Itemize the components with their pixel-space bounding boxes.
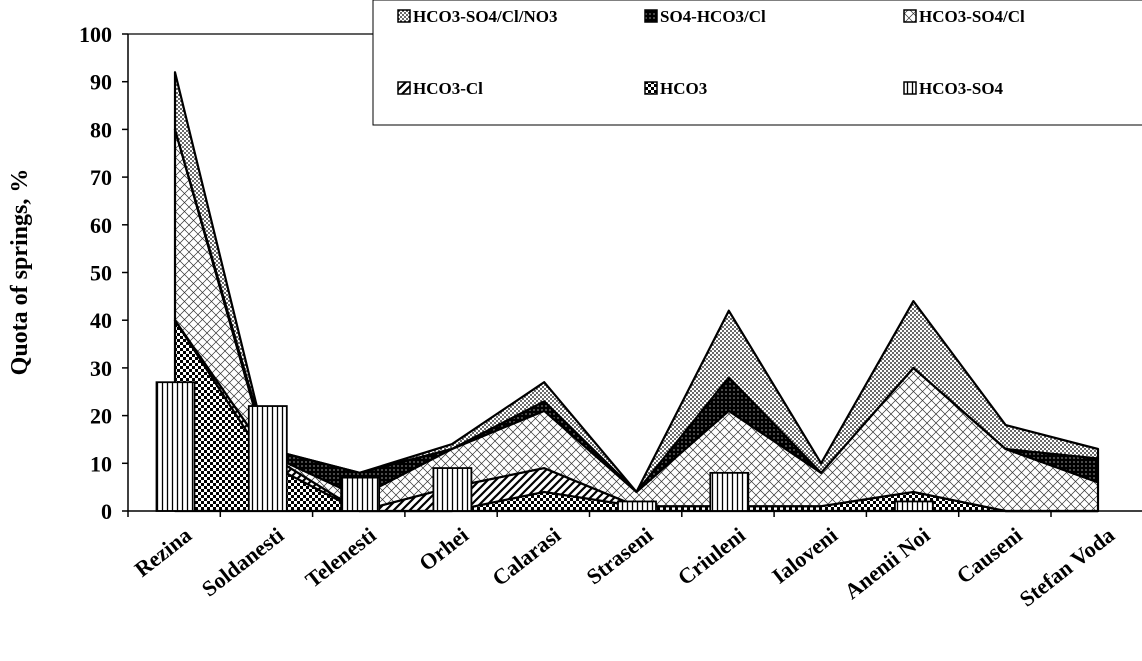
x-tick-label-criuleni: Criuleni xyxy=(673,522,750,590)
x-tick-label-anenii-noi: Anenii Noi xyxy=(840,522,935,604)
legend-label-hco3-so4: HCO3-SO4 xyxy=(919,79,1004,98)
x-tick-label-stefan-voda: Stefan Voda xyxy=(1015,522,1120,611)
bar-hco3-so4-rezina xyxy=(155,381,196,512)
bar-hco3-so4-telenesti xyxy=(340,476,381,512)
legend-label-so4-hco3-cl: SO4-HCO3/Cl xyxy=(660,7,766,26)
area-hco3-so4-cl xyxy=(173,128,1100,513)
bar-hco3-so4-criuleni xyxy=(709,471,750,512)
legend-swatch-hco3-so4-cl xyxy=(903,9,917,23)
legend-label-hco3-so4-cl-no3: HCO3-SO4/Cl/NO3 xyxy=(413,7,558,26)
y-tick-label: 80 xyxy=(90,117,112,142)
x-tick-label-straseni: Straseni xyxy=(582,522,658,589)
y-axis-label: Quota of springs, % xyxy=(7,169,33,376)
legend-box xyxy=(372,0,1142,126)
bar-hco3-so4-anenii-noi xyxy=(894,500,934,512)
y-tick-label: 70 xyxy=(90,165,112,190)
y-tick-label: 10 xyxy=(90,451,112,476)
legend: HCO3-SO4/Cl/NO3 SO4-HCO3/Cl HCO3-SO4/Cl HCO… xyxy=(372,0,1142,126)
bar-hco3-so4-straseni xyxy=(617,500,657,512)
x-tick-label-ialoveni: Ialoveni xyxy=(767,522,842,588)
x-tick-label-soldanesti: Soldanesti xyxy=(197,522,289,601)
x-tick-label-rezina: Rezina xyxy=(130,522,196,582)
legend-label-hco3-cl: HCO3-Cl xyxy=(413,79,483,98)
legend-swatch-hco3-so4 xyxy=(903,81,917,95)
y-tick-label: 0 xyxy=(101,499,112,524)
x-tick-label-causeni: Causeni xyxy=(952,522,1027,588)
bar-hco3-so4-orhei xyxy=(432,467,473,512)
y-tick-label: 20 xyxy=(90,404,112,429)
y-tick-label: 40 xyxy=(90,308,112,333)
x-tick-label-orhei: Orhei xyxy=(414,522,473,576)
area-hco3-so4-cl-no3 xyxy=(173,71,1100,493)
y-tick-label: 90 xyxy=(90,70,112,95)
x-tick-label-calarasi: Calarasi xyxy=(487,522,565,591)
y-tick-label: 60 xyxy=(90,213,112,238)
legend-swatch-so4-hco3-cl xyxy=(644,9,658,23)
x-tick-label-telenesti: Telenesti xyxy=(300,522,380,592)
y-tick-label: 30 xyxy=(90,356,112,381)
legend-swatch-hco3-cl xyxy=(397,81,411,95)
legend-label-hco3-so4-cl: HCO3-SO4/Cl xyxy=(919,7,1025,26)
y-tick-label: 100 xyxy=(79,22,112,47)
y-tick-label: 50 xyxy=(90,261,112,286)
plot-area xyxy=(155,71,1100,513)
bar-hco3-so4-soldanesti xyxy=(247,405,288,512)
legend-label-hco3: HCO3 xyxy=(660,79,707,98)
legend-swatch-hco3 xyxy=(644,81,658,95)
legend-swatch-hco3-so4-cl-no3 xyxy=(397,9,411,23)
